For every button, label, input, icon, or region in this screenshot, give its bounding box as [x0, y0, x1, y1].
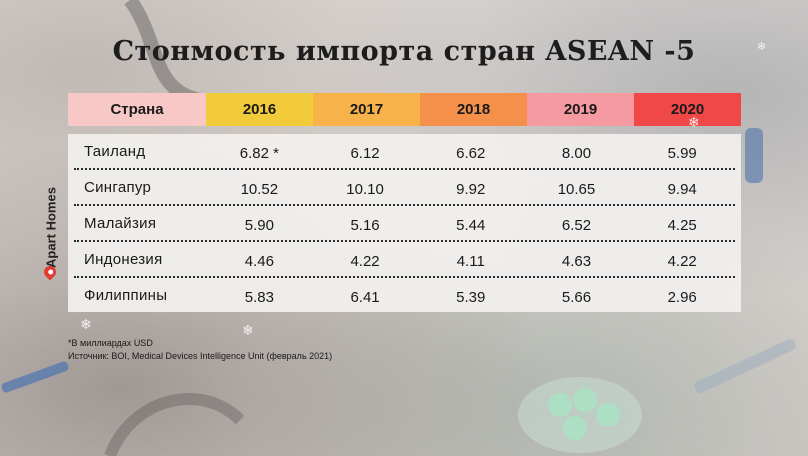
country-cell: Индонезия: [84, 250, 163, 268]
value-cell-2016: 4.46: [244, 252, 274, 270]
unit-note: *В миллиардах USD: [68, 338, 153, 348]
table-row: Филиппины 5.83 6.41 5.39 5.66 2.96: [74, 278, 735, 312]
value-cell-2018: 5.44: [456, 216, 486, 234]
import-table: Страна 2016 2017 2018 2019 2020 Таиланд 6.82 *…: [68, 93, 741, 312]
header-year-2016: 2016: [206, 93, 313, 126]
value-cell-2018: 9.92: [456, 180, 486, 198]
country-cell: Сингапур: [84, 178, 152, 196]
header-year-2018: 2018: [420, 93, 527, 126]
value-cell-2020: 4.25: [667, 216, 697, 234]
header-country: Страна: [68, 93, 206, 126]
value-cell-2019: 10.65: [557, 180, 596, 198]
brand-logo: Apart Homes: [39, 180, 63, 281]
value-cell-2019: 4.63: [561, 252, 592, 270]
snowflake-icon: ❄: [242, 322, 254, 338]
value-cell-2016: 6.82 *: [239, 144, 279, 162]
value-cell-2019: 5.66: [561, 288, 592, 306]
snowflake-icon: ❄: [80, 316, 92, 332]
footnotes: *В миллиардах USD Источник: BOI, Medical…: [68, 337, 332, 363]
value-cell-2018: 4.11: [456, 252, 485, 270]
header-year-2017: 2017: [313, 93, 420, 126]
table-body: Таиланд 6.82 * 6.12 6.62 8.00 5.99 Сингапур 10.…: [68, 134, 741, 312]
value-cell-2017: 6.41: [350, 288, 380, 306]
table-row: Сингапур 10.52 10.10 9.92 10.65 9.94: [74, 170, 735, 206]
value-cell-2017: 4.22: [350, 252, 380, 270]
value-cell-2020: 4.22: [667, 252, 697, 270]
value-cell-2020: 9.94: [667, 180, 697, 198]
table-row: Малайзия 5.90 5.16 5.44 6.52 4.25: [74, 206, 735, 242]
country-cell: Филиппины: [84, 286, 168, 304]
value-cell-2020: 2.96: [667, 288, 697, 306]
table-row: Индонезия 4.46 4.22 4.11 4.63 4.22: [74, 242, 735, 278]
snowflake-icon: ❄: [688, 114, 700, 130]
header-year-2019: 2019: [527, 93, 634, 126]
country-cell: Таиланд: [84, 142, 146, 160]
value-cell-2017: 5.16: [350, 216, 380, 234]
value-cell-2016: 5.90: [244, 216, 274, 234]
header-year-2020: 2020: [634, 93, 741, 126]
value-cell-2017: 10.10: [346, 180, 384, 198]
source-note: Источник: BOI, Medical Devices Intellige…: [68, 351, 333, 361]
snowflake-icon: ❄: [757, 41, 767, 53]
value-cell-2019: 6.52: [561, 216, 592, 234]
value-cell-2019: 8.00: [561, 144, 592, 162]
value-cell-2017: 6.12: [350, 144, 380, 162]
value-cell-2016: 10.52: [240, 180, 279, 198]
value-cell-2018: 6.62: [456, 144, 486, 162]
value-cell-2016: 5.83: [244, 288, 274, 306]
value-cell-2020: 5.99: [667, 144, 697, 162]
brand-text: Apart Homes: [43, 187, 59, 268]
country-cell: Малайзия: [84, 214, 157, 232]
page-title: Стонмость импорта стран ASEAN -5: [112, 36, 696, 67]
value-cell-2018: 5.39: [456, 288, 486, 306]
table-header: Страна 2016 2017 2018 2019 2020: [68, 93, 741, 126]
table-row: Таиланд 6.82 * 6.12 6.62 8.00 5.99: [74, 134, 735, 170]
